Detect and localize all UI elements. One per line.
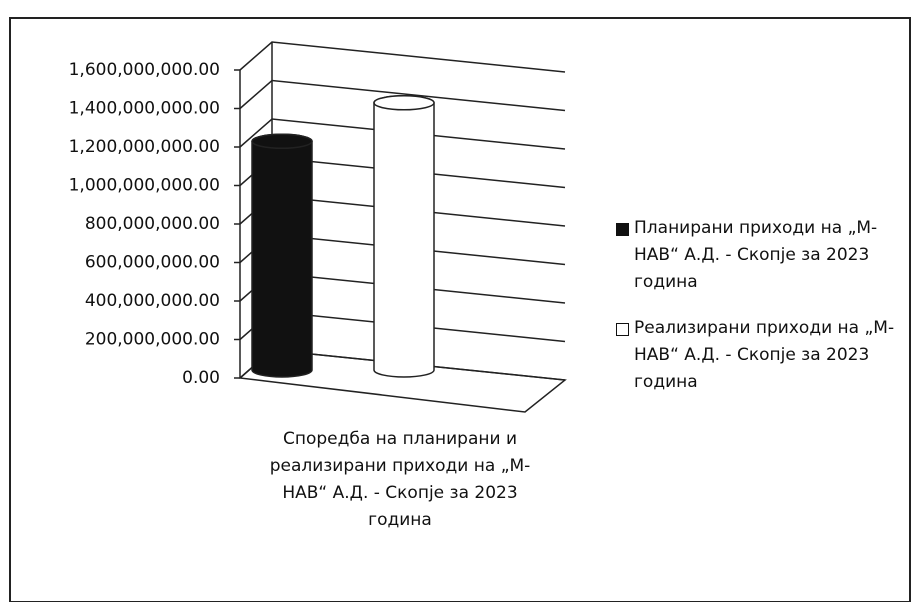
y-tick-label: 600,000,000.00 xyxy=(85,253,220,273)
grid-line xyxy=(239,118,566,150)
legend-label: Реализирани приходи на „М-НАВ“ А.Д. - Ск… xyxy=(634,318,895,392)
bar-top xyxy=(251,133,313,150)
grid-line xyxy=(239,79,566,112)
bar xyxy=(373,95,435,378)
y-tick-label: 1,400,000,000.00 xyxy=(69,99,220,119)
bar-top xyxy=(373,95,435,111)
y-tick-label: 800,000,000.00 xyxy=(85,214,220,234)
y-tick-label: 1,200,000,000.00 xyxy=(69,137,220,157)
legend-swatch xyxy=(616,223,629,236)
y-tick-label: 0.00 xyxy=(182,368,220,388)
y-tick-label: 1,600,000,000.00 xyxy=(69,60,220,80)
y-tick-label: 1,000,000,000.00 xyxy=(69,176,220,196)
y-tick-label: 200,000,000.00 xyxy=(85,330,220,350)
y-tick-label: 400,000,000.00 xyxy=(85,291,220,311)
chart-border xyxy=(9,17,911,602)
category-label: Споредба на планирани и реализирани прих… xyxy=(269,429,531,530)
bar xyxy=(251,133,313,378)
grid-line xyxy=(239,41,566,73)
legend-swatch xyxy=(616,323,629,336)
legend-label: Планирани приходи на „М-НАВ“ А.Д. - Скоп… xyxy=(634,218,878,292)
